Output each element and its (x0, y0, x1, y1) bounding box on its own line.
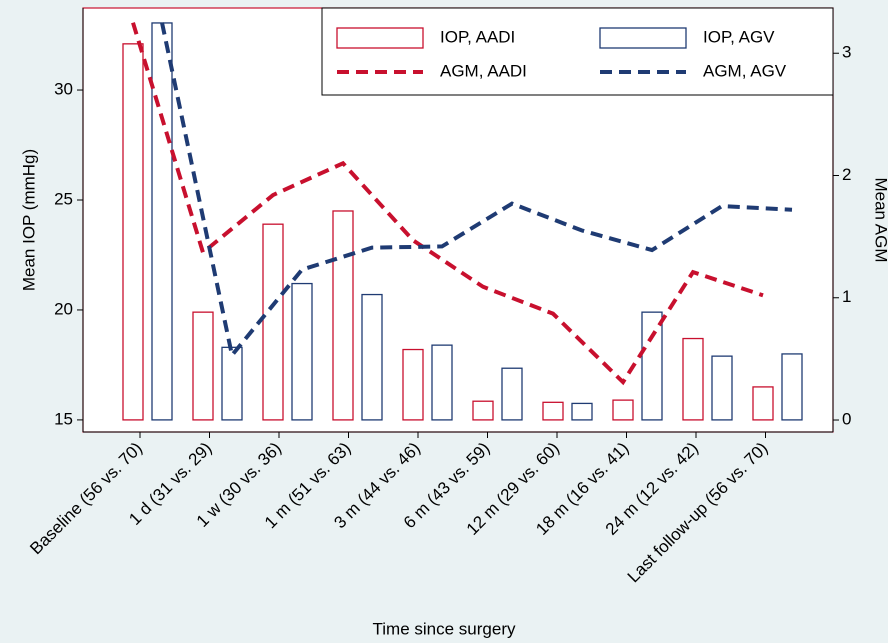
legend-label: AGM, AGV (703, 61, 787, 80)
y-tick-label: 25 (54, 189, 73, 208)
bar (361, 293, 383, 421)
y2-tick-label: 3 (842, 43, 851, 62)
bar (781, 353, 803, 421)
x-axis-title: Time since surgery (373, 619, 516, 638)
bar (472, 400, 494, 421)
bar (291, 282, 313, 421)
bar (682, 337, 704, 421)
legend (321, 7, 834, 96)
legend-label: IOP, AGV (703, 27, 775, 46)
bar (752, 386, 774, 421)
bar (542, 401, 564, 421)
line (131, 22, 764, 386)
y2-axis-title: Mean AGM (872, 177, 888, 262)
bar (641, 311, 663, 421)
x-tick-label: Baseline (56 vs. 70) (26, 439, 146, 559)
y-tick-label: 30 (54, 80, 73, 99)
bar (431, 344, 453, 421)
legend-swatch (336, 27, 424, 49)
x-tick-label: Last follow-up (56 vs. 70) (624, 439, 772, 587)
y2-tick-label: 1 (842, 287, 851, 306)
bar (711, 355, 733, 421)
bar (192, 311, 214, 421)
y2-tick-label: 2 (842, 165, 851, 184)
bar (262, 223, 284, 421)
legend-label: IOP, AADI (440, 27, 515, 46)
y2-tick-label: 0 (842, 410, 851, 429)
y-axis-title: Mean IOP (mmHg) (19, 149, 38, 291)
line (160, 22, 793, 360)
bar (501, 367, 523, 421)
y-tick-label: 15 (54, 409, 73, 428)
bar (122, 43, 144, 421)
legend-label: AGM, AADI (440, 61, 527, 80)
y-tick-label: 20 (54, 299, 73, 318)
legend-swatch (599, 27, 687, 49)
bar (402, 348, 424, 421)
bar (571, 402, 593, 421)
bar (332, 210, 354, 421)
bar (612, 399, 634, 421)
